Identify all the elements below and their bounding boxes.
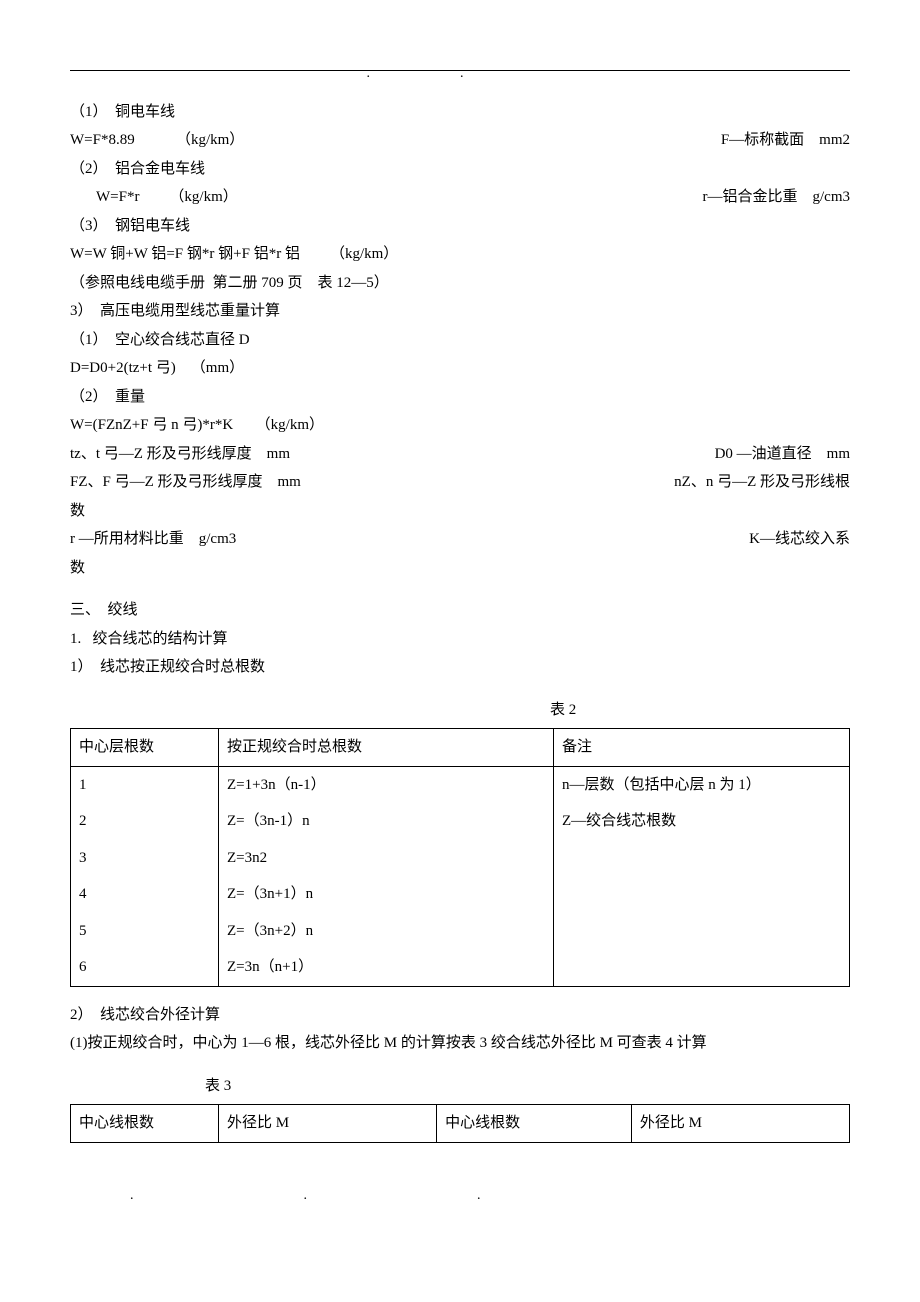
table-cell: 2: [71, 803, 219, 840]
text-line: D=D0+2(tz+t 弓) （mm）: [70, 354, 850, 383]
text-line: 1. 绞合线芯的结构计算: [70, 625, 850, 654]
table-cell: 6: [71, 949, 219, 986]
text-row: tz、t 弓—Z 形及弓形线厚度 mm D0 —油道直径 mm: [70, 440, 850, 469]
table-header: 备注: [553, 729, 849, 767]
text-left: r —所用材料比重 g/cm3: [70, 525, 236, 554]
table-cell: Z=（3n+2）n: [219, 913, 554, 950]
section-title: 三、 绞线: [70, 596, 850, 625]
table-row: 5 Z=（3n+2）n: [71, 913, 850, 950]
footer-dots: ...: [70, 1183, 850, 1210]
table-header: 按正规绞合时总根数: [219, 729, 554, 767]
table-header: 中心线根数: [71, 1105, 219, 1143]
text-right: F—标称截面 mm2: [721, 126, 850, 155]
text-line: （2） 重量: [70, 383, 850, 412]
text-line: (1)按正规绞合时，中心为 1—6 根，线芯外径比 M 的计算按表 3 绞合线芯…: [70, 1029, 850, 1058]
table-2: 中心层根数 按正规绞合时总根数 备注 1 Z=1+3n（n-1） n—层数（包括…: [70, 728, 850, 987]
table-3: 中心线根数 外径比 M 中心线根数 外径比 M: [70, 1104, 850, 1143]
text-right: D0 —油道直径 mm: [715, 440, 850, 469]
table-row: 2 Z=（3n-1）n Z—绞合线芯根数: [71, 803, 850, 840]
text-row: r —所用材料比重 g/cm3 K—线芯绞入系: [70, 525, 850, 554]
text-line: 数: [70, 554, 850, 583]
table-header: 外径比 M: [219, 1105, 437, 1143]
text-line: 1） 线芯按正规绞合时总根数: [70, 653, 850, 682]
table-cell: Z=（3n-1）n: [219, 803, 554, 840]
table-cell: Z=（3n+1）n: [219, 876, 554, 913]
table-row: 4 Z=（3n+1）n: [71, 876, 850, 913]
text-left: W=F*8.89 （kg/km）: [70, 126, 244, 155]
table-cell: 4: [71, 876, 219, 913]
table2-label: 表 2: [70, 696, 850, 725]
text-line: W=(FZnZ+F 弓 n 弓)*r*K （kg/km）: [70, 411, 850, 440]
text-line: 2） 线芯绞合外径计算: [70, 1001, 850, 1030]
text-line: （2） 铝合金电车线: [70, 155, 850, 184]
table-row: 3 Z=3n2: [71, 840, 850, 877]
text-right: nZ、n 弓—Z 形及弓形线根: [674, 468, 850, 497]
text-right: K—线芯绞入系: [749, 525, 850, 554]
table-row: 1 Z=1+3n（n-1） n—层数（包括中心层 n 为 1）: [71, 766, 850, 803]
text-left: tz、t 弓—Z 形及弓形线厚度 mm: [70, 440, 290, 469]
table-header: 中心线根数: [437, 1105, 632, 1143]
table-cell: Z—绞合线芯根数: [553, 803, 849, 840]
table-cell: [553, 840, 849, 877]
table-cell: Z=3n2: [219, 840, 554, 877]
table-row: 6 Z=3n（n+1）: [71, 949, 850, 986]
text-left: W=F*r （kg/km）: [70, 183, 238, 212]
table-row: 中心层根数 按正规绞合时总根数 备注: [71, 729, 850, 767]
table-cell: 1: [71, 766, 219, 803]
header-dots: ..: [70, 61, 850, 88]
table-cell: Z=3n（n+1）: [219, 949, 554, 986]
table-cell: [553, 913, 849, 950]
text-row: W=F*8.89 （kg/km） F—标称截面 mm2: [70, 126, 850, 155]
text-line: （1） 铜电车线: [70, 98, 850, 127]
table-cell: [553, 876, 849, 913]
table-header: 外径比 M: [631, 1105, 849, 1143]
text-line: 数: [70, 497, 850, 526]
text-left: FZ、F 弓—Z 形及弓形线厚度 mm: [70, 468, 301, 497]
table-cell: 3: [71, 840, 219, 877]
table3-label: 表 3: [70, 1072, 850, 1101]
text-line: （3） 钢铝电车线: [70, 212, 850, 241]
text-row: FZ、F 弓—Z 形及弓形线厚度 mm nZ、n 弓—Z 形及弓形线根: [70, 468, 850, 497]
text-row: W=F*r （kg/km） r—铝合金比重 g/cm3: [70, 183, 850, 212]
text-line: （1） 空心绞合线芯直径 D: [70, 326, 850, 355]
table-row: 中心线根数 外径比 M 中心线根数 外径比 M: [71, 1105, 850, 1143]
text-line: W=W 铜+W 铝=F 钢*r 钢+F 铝*r 铝 （kg/km）: [70, 240, 850, 269]
table-cell: n—层数（包括中心层 n 为 1）: [553, 766, 849, 803]
table-cell: 5: [71, 913, 219, 950]
text-right: r—铝合金比重 g/cm3: [703, 183, 851, 212]
text-line: 3） 高压电缆用型线芯重量计算: [70, 297, 850, 326]
text-line: （参照电线电缆手册 第二册 709 页 表 12—5）: [70, 269, 850, 298]
table-header: 中心层根数: [71, 729, 219, 767]
table-cell: Z=1+3n（n-1）: [219, 766, 554, 803]
table-cell: [553, 949, 849, 986]
